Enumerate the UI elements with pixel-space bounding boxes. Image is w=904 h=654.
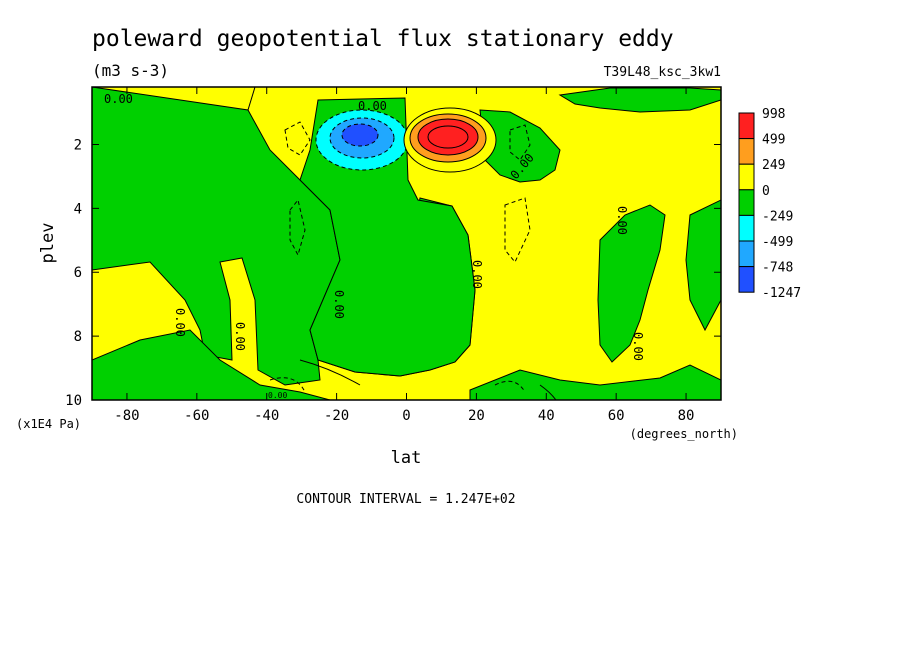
x-axis-unit: (degrees_north) xyxy=(630,427,738,441)
y-tick-label: 8 xyxy=(74,329,82,345)
x-tick-label: 80 xyxy=(678,408,695,424)
dashed-contour xyxy=(509,124,531,161)
green-region-top-east xyxy=(558,87,721,113)
x-axis: -80 -60 -40 -20 0 20 40 60 80 xyxy=(114,87,694,424)
colorbar-label: -748 xyxy=(762,261,793,276)
colorbar: 998 499 249 0 -249 -499 -748 -1247 xyxy=(738,107,801,301)
colorbar-swatch xyxy=(738,214,755,242)
positive-core-line xyxy=(427,125,469,149)
x-axis-label: lat xyxy=(391,448,422,468)
contour-label: 0.00 xyxy=(173,308,187,337)
positive-core-inner xyxy=(417,118,479,156)
y-tick-label: 2 xyxy=(74,137,82,153)
solid-contour xyxy=(539,384,557,400)
contour-label: 0.00 xyxy=(470,260,484,289)
green-region-se-corner xyxy=(469,364,721,400)
contour-label: 0.00 xyxy=(615,206,629,235)
dashed-contour xyxy=(289,198,306,257)
colorbar-label: -1247 xyxy=(762,286,801,301)
y-axis: 2 4 6 8 10 xyxy=(65,137,721,409)
x-tick-label: 60 xyxy=(608,408,625,424)
colorbar-swatch xyxy=(738,163,755,191)
colorbar-swatch xyxy=(738,266,755,293)
colorbar-swatch xyxy=(738,112,755,140)
contour-label: 0.00 xyxy=(104,92,133,106)
colorbar-swatch xyxy=(738,138,755,165)
negative-core-inner xyxy=(341,123,379,147)
run-label: T39L48_ksc_3kw1 xyxy=(604,65,721,80)
colorbar-swatch xyxy=(738,189,755,216)
x-tick-label: -60 xyxy=(184,408,209,424)
colorbar-label: 0 xyxy=(762,184,770,199)
colorbar-label: -499 xyxy=(762,235,793,250)
dashed-contour xyxy=(284,121,311,156)
contour-label: 0.00 xyxy=(332,290,346,319)
colorbar-label: 249 xyxy=(762,158,785,173)
plot-field xyxy=(92,87,721,400)
y-tick-label: 6 xyxy=(74,265,82,281)
contour-interval: CONTOUR INTERVAL = 1.247E+02 xyxy=(296,492,515,507)
dashed-contour xyxy=(494,380,526,393)
colorbar-swatch xyxy=(738,240,755,268)
green-region-far-east xyxy=(597,204,666,363)
green-region-east xyxy=(479,109,561,183)
y-axis-label: plev xyxy=(38,223,58,264)
x-tick-label: 0 xyxy=(402,408,410,424)
x-tick-label: -80 xyxy=(114,408,139,424)
contour-label: 0.00 xyxy=(233,322,247,351)
y-tick-label: 10 xyxy=(65,393,82,409)
x-tick-label: -40 xyxy=(254,408,279,424)
colorbar-label: 499 xyxy=(762,133,785,148)
y-axis-unit: (x1E4 Pa) xyxy=(16,417,81,431)
chart-title: poleward geopotential flux stationary ed… xyxy=(92,26,674,52)
contour-label: 0.00 xyxy=(268,391,287,400)
contour-label: 0.00 xyxy=(358,99,387,113)
contour-label: 0.00 xyxy=(631,332,645,361)
green-region-sw-corner xyxy=(92,329,331,400)
dashed-contour xyxy=(269,377,306,393)
colorbar-label: -249 xyxy=(762,209,793,224)
x-tick-label: 20 xyxy=(468,408,485,424)
solid-contour xyxy=(299,359,361,386)
y-tick-label: 4 xyxy=(74,201,82,217)
colorbar-label: 998 xyxy=(762,107,785,122)
dashed-contour xyxy=(504,197,531,263)
chart-units: (m3 s-3) xyxy=(92,61,169,80)
x-tick-label: -20 xyxy=(324,408,349,424)
green-region-east-band xyxy=(685,199,721,332)
x-tick-label: 40 xyxy=(538,408,555,424)
